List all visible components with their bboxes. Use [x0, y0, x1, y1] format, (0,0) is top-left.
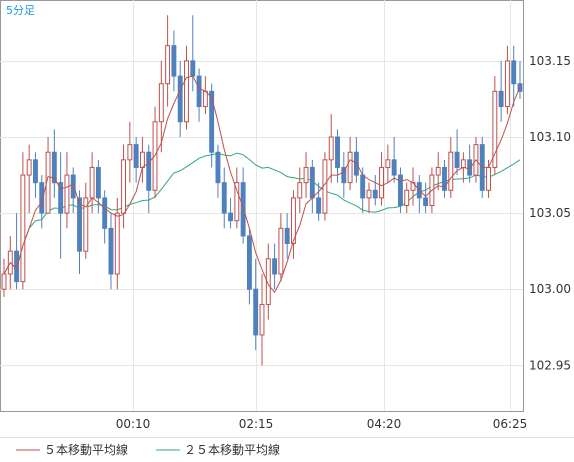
x-tick-label: 06:25: [493, 417, 528, 431]
candle-down: [397, 174, 403, 207]
y-tick-label: 103.15: [529, 54, 571, 68]
candle-up: [20, 174, 26, 283]
candle-up: [435, 166, 441, 176]
ma5-line: [3, 75, 521, 294]
candle-up: [234, 182, 240, 222]
timeframe-label: 5分足: [6, 4, 35, 17]
candle-up: [492, 90, 498, 168]
candle-down: [272, 258, 278, 275]
candle-down: [133, 144, 139, 168]
candle-down: [95, 166, 101, 199]
candle-down: [284, 227, 290, 245]
x-axis-tick-labels: 00:10 02:15 04:20 06:25: [116, 417, 528, 431]
candle-down: [171, 45, 177, 77]
candle-down: [240, 182, 246, 237]
candle-up: [297, 182, 303, 199]
candle-down: [221, 182, 227, 214]
candle-down: [58, 182, 64, 214]
legend-ma25-label: ２５本移動平均線: [184, 442, 280, 457]
candle-up: [347, 151, 353, 184]
candle-down: [196, 75, 202, 108]
candle-down: [108, 227, 114, 275]
candle-up: [64, 174, 70, 214]
candle-up: [202, 90, 208, 108]
candle-down: [423, 197, 429, 206]
candle-up: [486, 166, 491, 191]
candle-down: [177, 75, 183, 123]
candle-down: [39, 182, 45, 214]
candle-up: [127, 144, 133, 161]
candle-up: [404, 189, 410, 206]
candle-up: [259, 303, 265, 336]
candle-up: [89, 166, 95, 199]
candle-down: [360, 174, 366, 199]
candle-up: [379, 166, 385, 199]
candle-up: [278, 227, 284, 275]
y-tick-label: 102.95: [529, 358, 571, 372]
candle-down: [454, 151, 460, 168]
candles-group: [1, 15, 523, 366]
candle-down: [309, 166, 315, 199]
candle-up: [385, 159, 391, 168]
candle-up: [121, 159, 127, 214]
candle-down: [467, 159, 473, 176]
y-tick-label: 103.00: [529, 282, 571, 296]
candle-down: [77, 197, 82, 252]
candle-down: [316, 197, 322, 214]
candle-down: [511, 60, 517, 85]
candle-up: [1, 273, 7, 290]
candle-up: [303, 166, 309, 184]
candle-down: [498, 90, 504, 108]
candle-down: [253, 288, 259, 336]
candle-up: [165, 45, 171, 85]
candle-down: [102, 197, 108, 229]
candle-up: [366, 189, 372, 199]
candle-up: [114, 212, 120, 275]
candle-down: [209, 90, 215, 153]
candle-up: [460, 159, 466, 168]
candle-up: [448, 151, 454, 191]
candle-up: [265, 258, 271, 305]
candle-up: [328, 136, 334, 161]
x-tick-label: 04:20: [367, 417, 402, 431]
candle-up: [184, 60, 189, 123]
candle-down: [335, 136, 340, 168]
ma5-line-group: [3, 75, 521, 294]
candle-down: [372, 189, 378, 199]
candle-up: [504, 60, 510, 108]
candle-down: [14, 250, 20, 283]
candle-down: [391, 159, 397, 176]
candle-down: [70, 174, 76, 199]
y-tick-label: 103.10: [529, 130, 571, 144]
x-tick-label: 00:10: [116, 417, 151, 431]
candle-up: [83, 197, 89, 252]
candle-down: [51, 151, 57, 184]
y-tick-label: 103.05: [529, 206, 571, 220]
candle-down: [228, 212, 233, 222]
candle-down: [215, 151, 221, 184]
candle-down: [442, 166, 447, 191]
candle-up: [158, 83, 164, 123]
candle-up: [26, 159, 32, 176]
candle-down: [146, 151, 152, 191]
candle-down: [246, 235, 252, 290]
gridlines: [0, 0, 523, 411]
y-axis-tick-labels: 103.15 103.10 103.05 103.00 102.95: [529, 54, 571, 372]
legend-ma5-label: ５本移動平均線: [44, 442, 128, 457]
candle-down: [341, 166, 347, 184]
candle-up: [291, 197, 296, 245]
x-tick-label: 02:15: [239, 417, 274, 431]
candle-up: [139, 151, 145, 168]
candle-down: [190, 60, 196, 77]
legend: ５本移動平均線 ２５本移動平均線: [16, 442, 280, 457]
candle-down: [33, 159, 38, 184]
